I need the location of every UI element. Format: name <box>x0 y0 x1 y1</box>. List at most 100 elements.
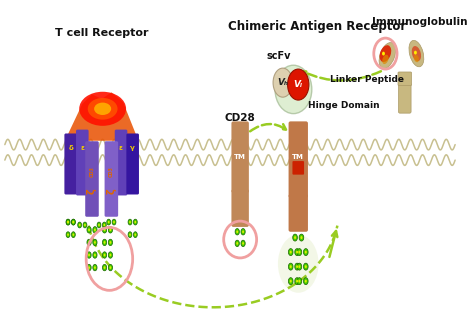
Ellipse shape <box>412 46 421 61</box>
Ellipse shape <box>273 68 292 97</box>
Ellipse shape <box>72 232 75 238</box>
Ellipse shape <box>409 40 424 67</box>
FancyBboxPatch shape <box>115 129 128 196</box>
FancyBboxPatch shape <box>85 141 99 217</box>
Text: TM: TM <box>292 154 304 160</box>
Ellipse shape <box>241 229 245 235</box>
Ellipse shape <box>107 219 110 225</box>
Ellipse shape <box>290 280 292 283</box>
Ellipse shape <box>109 266 111 269</box>
Ellipse shape <box>109 254 111 256</box>
Ellipse shape <box>87 252 91 258</box>
Text: Vₕ: Vₕ <box>277 78 288 87</box>
Ellipse shape <box>290 251 292 253</box>
Ellipse shape <box>72 219 75 225</box>
Ellipse shape <box>235 229 239 235</box>
Ellipse shape <box>67 221 69 223</box>
Ellipse shape <box>299 251 301 253</box>
Ellipse shape <box>87 239 91 246</box>
Ellipse shape <box>296 280 298 283</box>
Ellipse shape <box>72 219 75 225</box>
FancyBboxPatch shape <box>398 72 411 86</box>
Ellipse shape <box>102 227 107 233</box>
Ellipse shape <box>235 240 239 247</box>
Ellipse shape <box>94 103 111 115</box>
Ellipse shape <box>295 263 300 270</box>
Text: ζ: ζ <box>106 188 116 194</box>
FancyBboxPatch shape <box>231 189 249 227</box>
Ellipse shape <box>303 263 308 270</box>
Ellipse shape <box>135 221 136 223</box>
Text: Chimeric Antigen Receptor: Chimeric Antigen Receptor <box>228 20 407 33</box>
Ellipse shape <box>109 229 111 231</box>
Ellipse shape <box>87 227 91 233</box>
Ellipse shape <box>104 241 106 244</box>
FancyBboxPatch shape <box>289 194 308 232</box>
Ellipse shape <box>84 224 86 226</box>
Ellipse shape <box>299 234 304 241</box>
Ellipse shape <box>94 266 96 269</box>
Ellipse shape <box>241 240 245 247</box>
Ellipse shape <box>305 280 307 283</box>
Ellipse shape <box>414 51 417 55</box>
Ellipse shape <box>67 233 69 236</box>
Ellipse shape <box>295 278 300 284</box>
Text: T cell Receptor: T cell Receptor <box>55 28 148 38</box>
FancyBboxPatch shape <box>76 129 89 196</box>
Ellipse shape <box>129 233 131 236</box>
Ellipse shape <box>73 233 74 236</box>
Ellipse shape <box>108 265 112 271</box>
Ellipse shape <box>102 265 107 271</box>
FancyBboxPatch shape <box>399 83 411 113</box>
Ellipse shape <box>83 222 87 228</box>
Ellipse shape <box>242 242 244 245</box>
Ellipse shape <box>88 229 90 231</box>
Text: ε: ε <box>81 145 84 150</box>
FancyBboxPatch shape <box>292 161 304 175</box>
Ellipse shape <box>108 252 112 258</box>
FancyBboxPatch shape <box>231 121 249 193</box>
Ellipse shape <box>104 229 106 231</box>
Ellipse shape <box>112 219 116 225</box>
Ellipse shape <box>293 234 297 241</box>
Ellipse shape <box>66 219 70 225</box>
Ellipse shape <box>301 236 302 239</box>
Text: Hinge Domain: Hinge Domain <box>308 101 380 111</box>
Text: γ: γ <box>130 145 135 150</box>
Ellipse shape <box>94 229 96 231</box>
Ellipse shape <box>414 55 419 62</box>
Ellipse shape <box>297 249 302 256</box>
Ellipse shape <box>133 232 137 238</box>
Ellipse shape <box>102 222 106 228</box>
Ellipse shape <box>88 241 90 244</box>
Ellipse shape <box>297 263 302 270</box>
Ellipse shape <box>296 251 298 253</box>
Text: ε: ε <box>119 145 123 150</box>
Ellipse shape <box>288 249 293 256</box>
Ellipse shape <box>102 252 107 258</box>
Ellipse shape <box>379 43 396 69</box>
FancyBboxPatch shape <box>127 133 139 195</box>
Ellipse shape <box>299 265 301 268</box>
Ellipse shape <box>109 241 111 244</box>
Ellipse shape <box>128 219 132 225</box>
FancyBboxPatch shape <box>64 133 77 195</box>
Ellipse shape <box>103 224 105 226</box>
Ellipse shape <box>129 221 131 223</box>
FancyBboxPatch shape <box>289 121 308 198</box>
Text: CD3: CD3 <box>90 166 94 177</box>
Ellipse shape <box>294 236 296 239</box>
Ellipse shape <box>303 249 308 256</box>
Ellipse shape <box>78 222 82 228</box>
Ellipse shape <box>242 231 244 233</box>
Ellipse shape <box>288 278 293 284</box>
Ellipse shape <box>380 45 391 62</box>
Ellipse shape <box>79 224 81 226</box>
Ellipse shape <box>104 266 106 269</box>
Ellipse shape <box>305 265 307 268</box>
Ellipse shape <box>73 221 74 223</box>
Ellipse shape <box>88 98 118 120</box>
Ellipse shape <box>275 65 312 113</box>
Ellipse shape <box>87 265 91 271</box>
Ellipse shape <box>108 227 112 233</box>
